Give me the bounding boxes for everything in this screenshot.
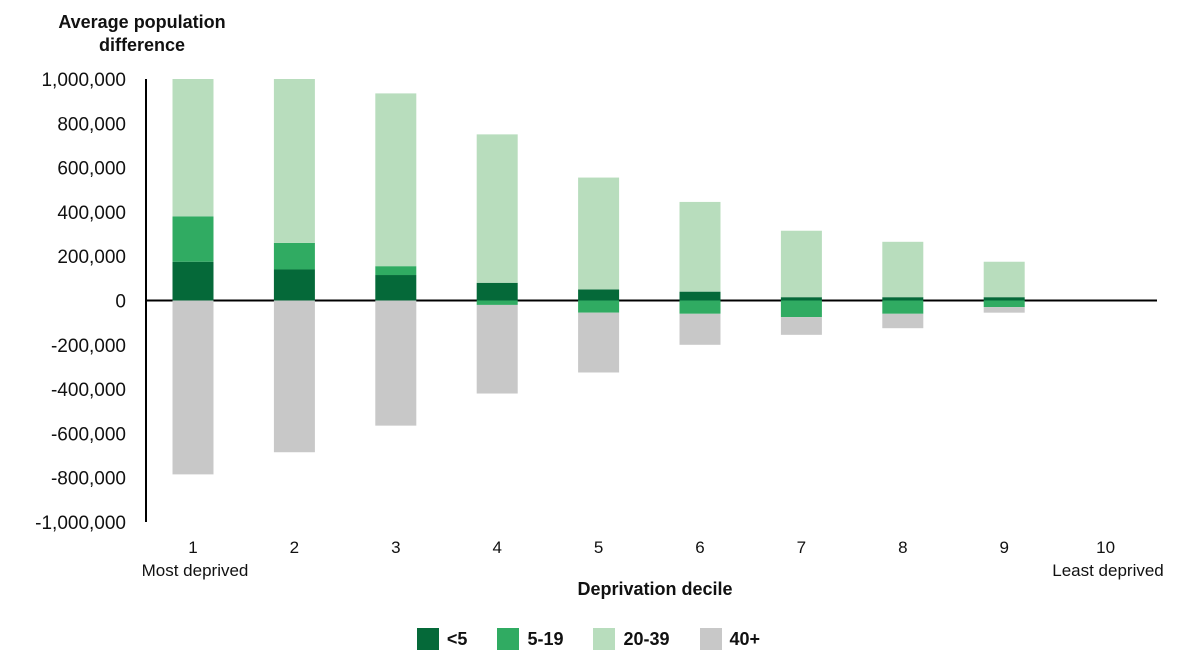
legend-swatch — [497, 628, 520, 650]
bar-segment — [578, 289, 620, 301]
bar-segment — [882, 300, 924, 314]
bar-segment — [679, 291, 721, 301]
bar-segment — [375, 300, 417, 426]
bar-segment — [476, 134, 518, 283]
y-tick-label: 200,000 — [57, 247, 126, 268]
x-tick-label: 7 — [797, 538, 806, 557]
bar-segment — [172, 216, 214, 262]
y-tick-label: -400,000 — [51, 380, 126, 401]
legend-label: 40+ — [729, 628, 761, 649]
x-tick-label: 8 — [898, 538, 907, 557]
bar-segment — [679, 313, 721, 345]
bar-segment — [983, 261, 1025, 298]
x-tick-label: 9 — [999, 538, 1008, 557]
bar-segment — [273, 242, 315, 270]
x-sublabel-most-deprived: Most deprived — [142, 561, 249, 580]
bar-segment — [983, 300, 1025, 308]
legend-label: 20-39 — [623, 628, 670, 649]
bar-segment — [476, 304, 518, 394]
legend-swatch — [416, 628, 439, 650]
y-axis-title: Average population difference — [58, 12, 225, 55]
y-tick-label: 0 — [115, 292, 126, 313]
bar-segment — [375, 266, 417, 276]
y-tick-label: -200,000 — [51, 336, 126, 357]
bar-segment — [578, 312, 620, 373]
bar-segment — [172, 261, 214, 301]
bar-segment — [983, 307, 1025, 313]
legend-swatch — [593, 628, 616, 650]
x-tick-label: 10 — [1096, 538, 1115, 557]
bar-segment — [983, 297, 1025, 301]
y-tick-label: 400,000 — [57, 203, 126, 224]
y-tick-label: -1,000,000 — [35, 513, 126, 534]
y-tick-label: -600,000 — [51, 424, 126, 445]
bar-segment — [780, 297, 822, 301]
y-axis-title-line: Average population — [58, 12, 225, 32]
bar-segment — [375, 93, 417, 267]
legend: <5 5-19 20-39 40+ — [0, 628, 1177, 650]
legend-label: 5-19 — [527, 628, 564, 649]
bar-segment — [273, 269, 315, 301]
legend-item: 40+ — [699, 628, 761, 650]
bar-layer — [172, 79, 1025, 475]
bar-segment — [780, 230, 822, 298]
label-layer: Average population difference 1,000,000 800… — [35, 12, 1164, 599]
y-tick-label: 800,000 — [57, 114, 126, 135]
bar-segment — [273, 300, 315, 453]
bar-segment — [476, 282, 518, 301]
y-tick-label: 600,000 — [57, 159, 126, 180]
bar-segment — [882, 313, 924, 329]
bar-segment — [780, 300, 822, 318]
bar-segment — [375, 275, 417, 301]
legend-item: 20-39 — [593, 628, 670, 650]
bar-segment — [882, 297, 924, 301]
x-axis-title: Deprivation decile — [577, 579, 732, 599]
y-axis-title-line: difference — [99, 35, 185, 55]
x-tick-label: 2 — [290, 538, 299, 557]
bar-segment — [780, 317, 822, 335]
bar-segment — [679, 201, 721, 292]
x-tick-label: 1 — [188, 538, 197, 557]
legend-swatch — [699, 628, 722, 650]
x-tick-label: 5 — [594, 538, 603, 557]
x-tick-label: 4 — [492, 538, 501, 557]
x-tick-label: 3 — [391, 538, 400, 557]
legend-item: <5 — [416, 628, 468, 650]
legend-label: <5 — [446, 628, 468, 649]
x-tick-label: 6 — [695, 538, 704, 557]
bar-segment — [476, 300, 518, 305]
bar-segment — [578, 177, 620, 290]
bar-segment — [172, 79, 214, 217]
bar-segment — [273, 79, 315, 243]
bar-segment — [578, 300, 620, 313]
bar-segment — [882, 241, 924, 298]
x-sublabel-least-deprived: Least deprived — [1052, 561, 1164, 580]
bar-segment — [679, 300, 721, 314]
bar-segment — [172, 300, 214, 475]
y-tick-label: 1,000,000 — [41, 70, 126, 91]
y-tick-label: -800,000 — [51, 469, 126, 490]
legend-item: 5-19 — [497, 628, 563, 650]
